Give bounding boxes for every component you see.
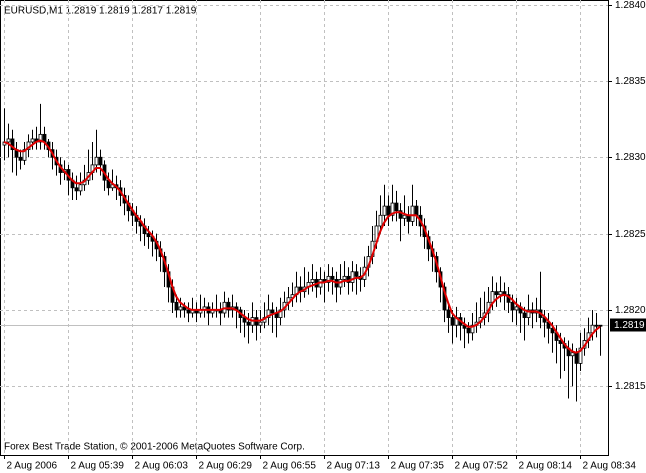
- candle-body: [386, 205, 391, 216]
- candle-body: [526, 309, 531, 318]
- candle-body: [174, 301, 179, 311]
- candle-body: [342, 275, 347, 280]
- x-tick-label: 2 Aug 07:13: [327, 461, 381, 472]
- moving-average-line: [3, 139, 601, 354]
- plot-frame: [0, 0, 609, 456]
- candle-body: [510, 301, 515, 311]
- candle-body: [258, 321, 263, 326]
- candle-body: [522, 312, 527, 318]
- candle-body: [270, 309, 275, 314]
- candle-body: [402, 214, 407, 219]
- candle-body: [398, 210, 403, 219]
- last-price-tag: [610, 318, 646, 332]
- candle-body: [382, 205, 387, 216]
- candle-body: [514, 306, 519, 311]
- candle-body: [410, 205, 415, 222]
- last-price-label: 1.2819: [614, 320, 645, 331]
- candle-body: [330, 275, 335, 280]
- y-tick-label: 1.2835: [615, 76, 646, 87]
- y-tick-label: 1.2840: [615, 0, 646, 11]
- candle-body: [6, 138, 11, 143]
- candle-body: [390, 202, 395, 216]
- candle-body: [326, 275, 331, 283]
- x-tick-label: 2 Aug 08:34: [583, 461, 637, 472]
- candle-body: [98, 156, 103, 166]
- x-tick-label: 2 Aug 08:14: [519, 461, 573, 472]
- x-tick-label: 2 Aug 06:55: [263, 461, 317, 472]
- x-tick-label: 2 Aug 06:29: [199, 461, 253, 472]
- y-tick-label: 1.2820: [615, 305, 646, 316]
- x-tick-label: 2 Aug 07:52: [455, 461, 509, 472]
- candle-body: [354, 271, 359, 277]
- y-tick-label: 1.2815: [615, 381, 646, 392]
- y-tick-label: 1.2830: [615, 152, 646, 163]
- candle-body: [550, 327, 555, 334]
- x-tick-label: 2 Aug 2006: [7, 461, 58, 472]
- x-tick-label: 2 Aug 06:03: [135, 461, 189, 472]
- copyright-annotation: Forex Best Trade Station, © 2001-2006 Me…: [4, 442, 305, 453]
- candle-body: [310, 279, 315, 283]
- candle-body: [10, 138, 15, 151]
- candle-body: [466, 327, 471, 334]
- chart-title: EURUSD,M1 1.2819 1.2819 1.2817 1.2819: [4, 6, 197, 17]
- candle-body: [226, 301, 231, 311]
- candle-body: [498, 291, 503, 296]
- candle-body: [266, 309, 271, 318]
- candle-body: [378, 214, 383, 227]
- candle-body: [570, 352, 575, 357]
- candle-body: [446, 309, 451, 318]
- candle-body: [30, 138, 35, 143]
- candle-body: [598, 324, 603, 327]
- candle-body: [450, 317, 455, 326]
- y-tick-label: 1.2825: [615, 229, 646, 240]
- candle-body: [578, 347, 583, 364]
- candle-body: [186, 309, 191, 314]
- candle-body: [574, 352, 579, 364]
- candle-body: [470, 324, 475, 334]
- candle-body: [414, 205, 419, 216]
- candle-body: [78, 184, 83, 192]
- candle-body: [94, 156, 99, 166]
- x-tick-label: 2 Aug 05:39: [71, 461, 125, 472]
- candle-body: [246, 321, 251, 326]
- candle-body: [350, 271, 355, 283]
- candle-body: [494, 291, 499, 296]
- candle-body: [146, 233, 151, 238]
- candle-body: [178, 306, 183, 311]
- candle-body: [394, 202, 399, 212]
- candle-body: [38, 133, 43, 143]
- candle-body: [594, 324, 599, 327]
- candle-body: [18, 156, 23, 161]
- candle-body: [74, 187, 79, 192]
- x-tick-label: 2 Aug 07:35: [391, 461, 445, 472]
